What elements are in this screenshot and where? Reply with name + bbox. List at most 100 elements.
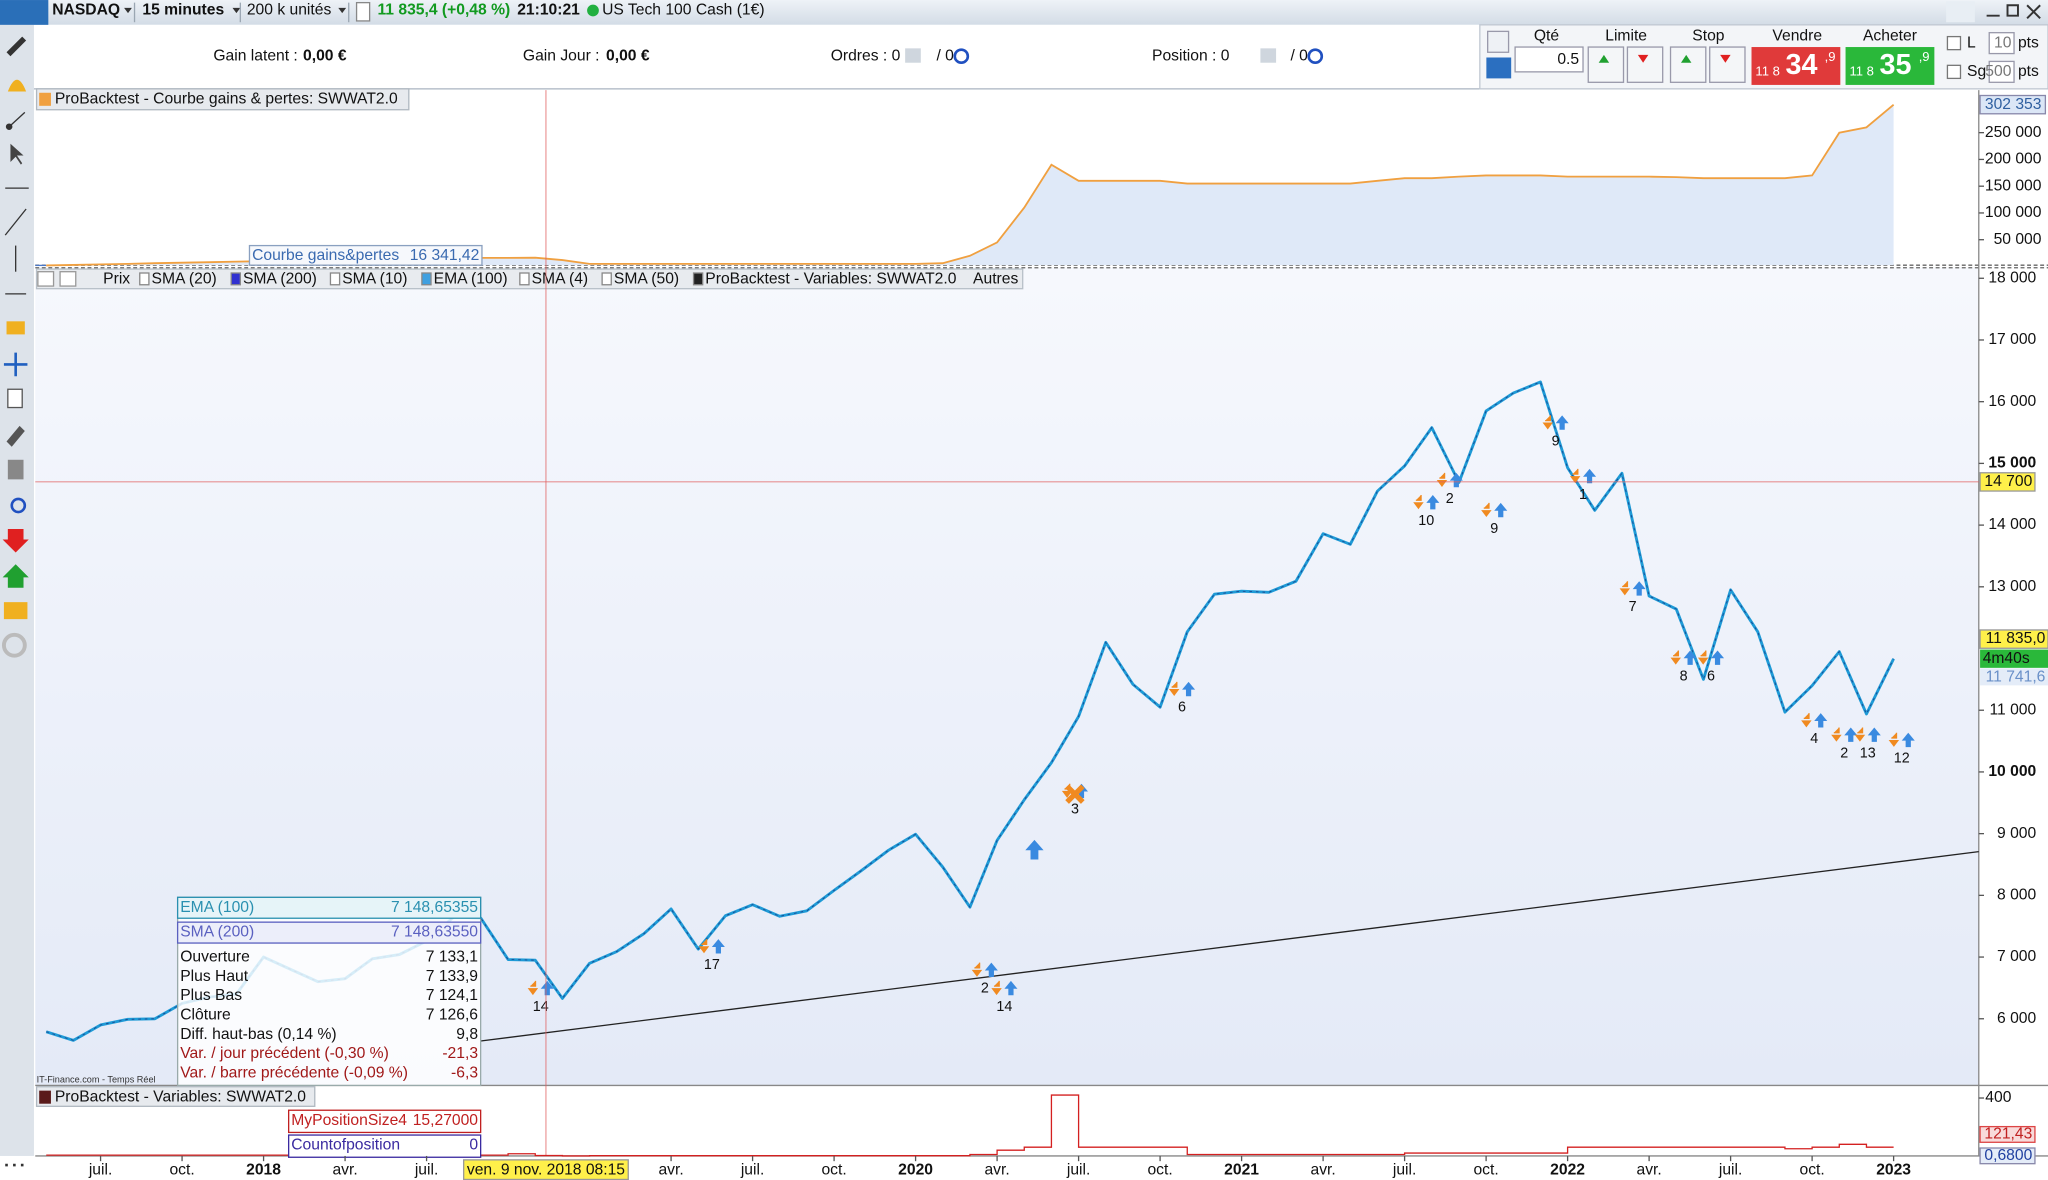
settings-icon[interactable] <box>953 48 970 65</box>
variables-title-box <box>35 1086 316 1107</box>
legend-entry[interactable]: ProBacktest - Variables: SWWAT2.0 <box>705 271 956 288</box>
x-tick-label: oct. <box>1147 1161 1172 1178</box>
sg-input[interactable] <box>1988 60 2015 83</box>
order-type-button[interactable] <box>1587 46 1625 83</box>
legend-expand[interactable] <box>59 271 77 287</box>
pencil-icon[interactable] <box>6 36 27 57</box>
checkbox[interactable] <box>1946 64 1962 80</box>
tool-icon[interactable] <box>10 497 27 514</box>
legend-entry[interactable]: SMA (200) <box>243 271 317 288</box>
wrench-button[interactable] <box>1487 30 1510 53</box>
x-tick-label: 2021 <box>1224 1161 1259 1178</box>
x-tick-label: juil. <box>88 1161 113 1178</box>
qty-input[interactable] <box>1514 46 1584 73</box>
last-price-label: 11 835,0 <box>1986 630 2046 647</box>
legend-swatch <box>139 272 150 286</box>
l-input[interactable] <box>1988 32 2015 55</box>
product-name: US Tech 100 Cash (1€) <box>602 2 764 19</box>
account-label: Gain latent : <box>213 47 297 64</box>
app-button[interactable] <box>0 0 49 25</box>
legend-entry[interactable]: Prix <box>103 271 130 288</box>
l-label: L <box>1967 34 1976 51</box>
legend-entry[interactable]: SMA (4) <box>532 271 589 288</box>
legend-entry[interactable]: EMA (100) <box>434 271 508 288</box>
sell-button[interactable] <box>1751 47 1841 85</box>
buy-price-main[interactable]: 35 <box>1880 49 1912 81</box>
timeframe-selector[interactable]: 15 minutes <box>142 2 224 19</box>
y-tick-label: 14 000 <box>1988 516 2036 533</box>
tool-icon[interactable] <box>7 388 23 409</box>
account-value: 0,00 € <box>606 47 650 64</box>
account-label: Position : 0 <box>1152 47 1230 64</box>
buy-price-decimal[interactable]: ,9 <box>1919 49 1930 64</box>
order-icon[interactable] <box>905 48 921 63</box>
legend-entry[interactable]: Autres <box>973 271 1018 288</box>
info-icon[interactable] <box>355 1 371 22</box>
y-tick-label: 100 000 <box>1985 204 2042 221</box>
entry-arrow <box>1583 468 1597 484</box>
qty-label: Qté <box>1534 28 1560 45</box>
sell-price-decimal[interactable]: ,9 <box>1825 49 1836 64</box>
x-tick-label: avr. <box>658 1161 683 1178</box>
signal-count: 3 <box>1071 802 1079 818</box>
window-controls[interactable] <box>1986 4 2041 20</box>
sell-tool[interactable] <box>2 529 29 553</box>
sync-button[interactable] <box>1946 1 1975 23</box>
buy-price-prefix[interactable]: 11 8 <box>1849 63 1873 78</box>
instrument-selector[interactable]: NASDAQ <box>52 2 120 19</box>
checkbox[interactable] <box>1946 35 1962 51</box>
info-value: 7 148,63550 <box>391 924 478 941</box>
cursor-date-box <box>463 1159 629 1180</box>
gain-panel-title: ProBacktest - Courbe gains & pertes: SWW… <box>55 90 398 107</box>
buy-tool[interactable] <box>2 564 29 588</box>
tool-icon[interactable] <box>1 632 27 658</box>
exit-arrow <box>1481 502 1492 518</box>
trash-icon[interactable] <box>7 459 24 480</box>
other-price-box <box>1980 668 2048 686</box>
legend-entry[interactable]: SMA (50) <box>614 271 679 288</box>
tool-icon[interactable] <box>4 208 27 236</box>
tool-icon[interactable] <box>6 321 25 335</box>
signal-count: 2 <box>1446 491 1454 507</box>
y-tick-label: 17 000 <box>1988 331 2036 348</box>
order-icon[interactable] <box>1260 48 1277 63</box>
move-icon[interactable] <box>3 352 28 377</box>
tool-icons[interactable] <box>1 36 29 658</box>
y-tick-label: 200 000 <box>1985 151 2042 168</box>
gain-cursor-label: Courbe gains&pertes <box>252 247 399 264</box>
sell-price-prefix[interactable]: 11 8 <box>1755 63 1779 78</box>
gain-area <box>46 104 1894 266</box>
variable-row-box <box>288 1134 482 1158</box>
dropdown-arrow <box>124 7 132 14</box>
info-label: Plus Bas <box>180 987 242 1004</box>
legend-entry[interactable]: SMA (20) <box>152 271 217 288</box>
buy-button[interactable] <box>1845 47 1935 85</box>
entry-arrow <box>1814 713 1828 728</box>
variables-panel-title: ProBacktest - Variables: SWWAT2.0 <box>55 1088 306 1105</box>
cursor-icon[interactable] <box>10 143 24 165</box>
alert-icon[interactable] <box>7 79 27 92</box>
quote: 11 835,4 (+0,48 %) <box>377 2 510 19</box>
settings-icon[interactable] <box>1307 48 1324 65</box>
order-type-button[interactable] <box>1709 46 1746 83</box>
l-value: 10 <box>1994 34 2012 51</box>
tool-icon[interactable] <box>6 425 25 447</box>
info-value: -6,3 <box>451 1065 478 1082</box>
legend-collapse[interactable] <box>37 271 55 287</box>
legend-entry[interactable]: SMA (10) <box>342 271 407 288</box>
info-label: Diff. haut-bas (0,14 %) <box>180 1026 336 1043</box>
entry-arrow <box>1867 727 1881 742</box>
tool-icon[interactable] <box>8 111 26 128</box>
bar-timer: 4m40s <box>1983 650 2030 667</box>
order-type-button[interactable] <box>1669 46 1707 83</box>
keyboard-button[interactable] <box>1486 57 1512 79</box>
sell-price-main[interactable]: 34 <box>1785 49 1817 81</box>
x-tick-label: oct. <box>1473 1161 1498 1178</box>
y-tick-label: 50 000 <box>1994 231 2042 248</box>
tool-icon[interactable] <box>3 602 28 620</box>
units-selector[interactable]: 200 k unités <box>247 2 332 19</box>
y-tick-label: 13 000 <box>1988 578 2036 595</box>
order-type-button[interactable] <box>1626 46 1664 83</box>
dropdown-arrow <box>232 7 241 14</box>
info-value: -21,3 <box>442 1045 478 1062</box>
